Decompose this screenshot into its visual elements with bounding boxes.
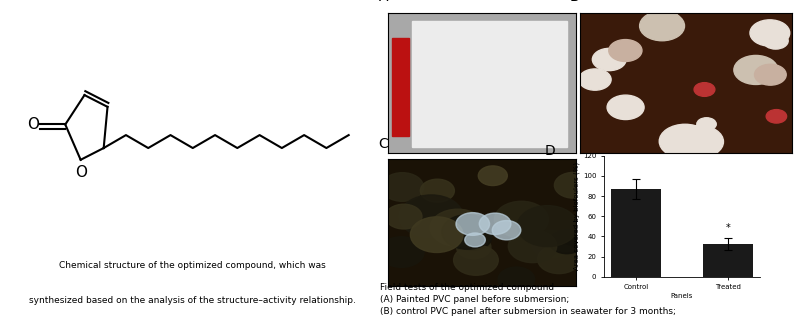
Text: Chemical structure of the optimized compound, which was: Chemical structure of the optimized comp…	[58, 261, 326, 270]
Circle shape	[538, 245, 581, 273]
Circle shape	[457, 235, 491, 259]
Circle shape	[410, 217, 463, 252]
Text: synthesized based on the analysis of the structure–activity relationship.: synthesized based on the analysis of the…	[29, 296, 355, 305]
Circle shape	[579, 69, 611, 90]
Circle shape	[554, 172, 593, 198]
Text: *: *	[726, 223, 730, 233]
Bar	[611, 189, 662, 277]
Circle shape	[640, 11, 685, 41]
Circle shape	[592, 48, 626, 71]
Circle shape	[454, 245, 498, 275]
Circle shape	[607, 95, 644, 120]
Text: Field tests of the optimized compound
(A) Painted PVC panel before submersion;
(: Field tests of the optimized compound (A…	[380, 283, 800, 318]
Circle shape	[550, 230, 584, 254]
Circle shape	[498, 267, 534, 292]
Circle shape	[420, 179, 454, 202]
Circle shape	[734, 55, 778, 85]
Circle shape	[381, 173, 423, 201]
Text: D: D	[545, 144, 555, 158]
Circle shape	[442, 215, 493, 249]
Circle shape	[508, 230, 557, 263]
Circle shape	[453, 224, 492, 250]
Circle shape	[456, 213, 490, 235]
Circle shape	[379, 237, 424, 267]
Circle shape	[492, 220, 521, 240]
Text: A: A	[378, 0, 388, 4]
Text: C: C	[378, 137, 388, 151]
Circle shape	[478, 166, 507, 185]
Y-axis label: Area covered by biofoulers (%): Area covered by biofoulers (%)	[574, 162, 580, 270]
Circle shape	[399, 195, 463, 238]
Circle shape	[518, 206, 578, 246]
Text: O: O	[75, 165, 87, 180]
Circle shape	[697, 118, 716, 131]
Circle shape	[750, 20, 790, 46]
Circle shape	[465, 233, 486, 247]
Bar	[702, 245, 753, 277]
Bar	[413, 21, 566, 147]
Circle shape	[659, 124, 711, 158]
Bar	[392, 38, 409, 136]
Circle shape	[531, 231, 571, 258]
Circle shape	[479, 213, 511, 234]
Circle shape	[646, 10, 681, 33]
Circle shape	[754, 64, 786, 85]
Circle shape	[609, 39, 642, 61]
Circle shape	[766, 110, 786, 123]
Circle shape	[674, 126, 723, 158]
Circle shape	[430, 209, 485, 246]
Text: O: O	[26, 117, 38, 132]
Text: B: B	[570, 0, 579, 4]
Circle shape	[494, 201, 548, 238]
X-axis label: Panels: Panels	[671, 293, 693, 299]
Circle shape	[763, 32, 788, 49]
Circle shape	[694, 83, 715, 96]
Circle shape	[386, 204, 422, 229]
